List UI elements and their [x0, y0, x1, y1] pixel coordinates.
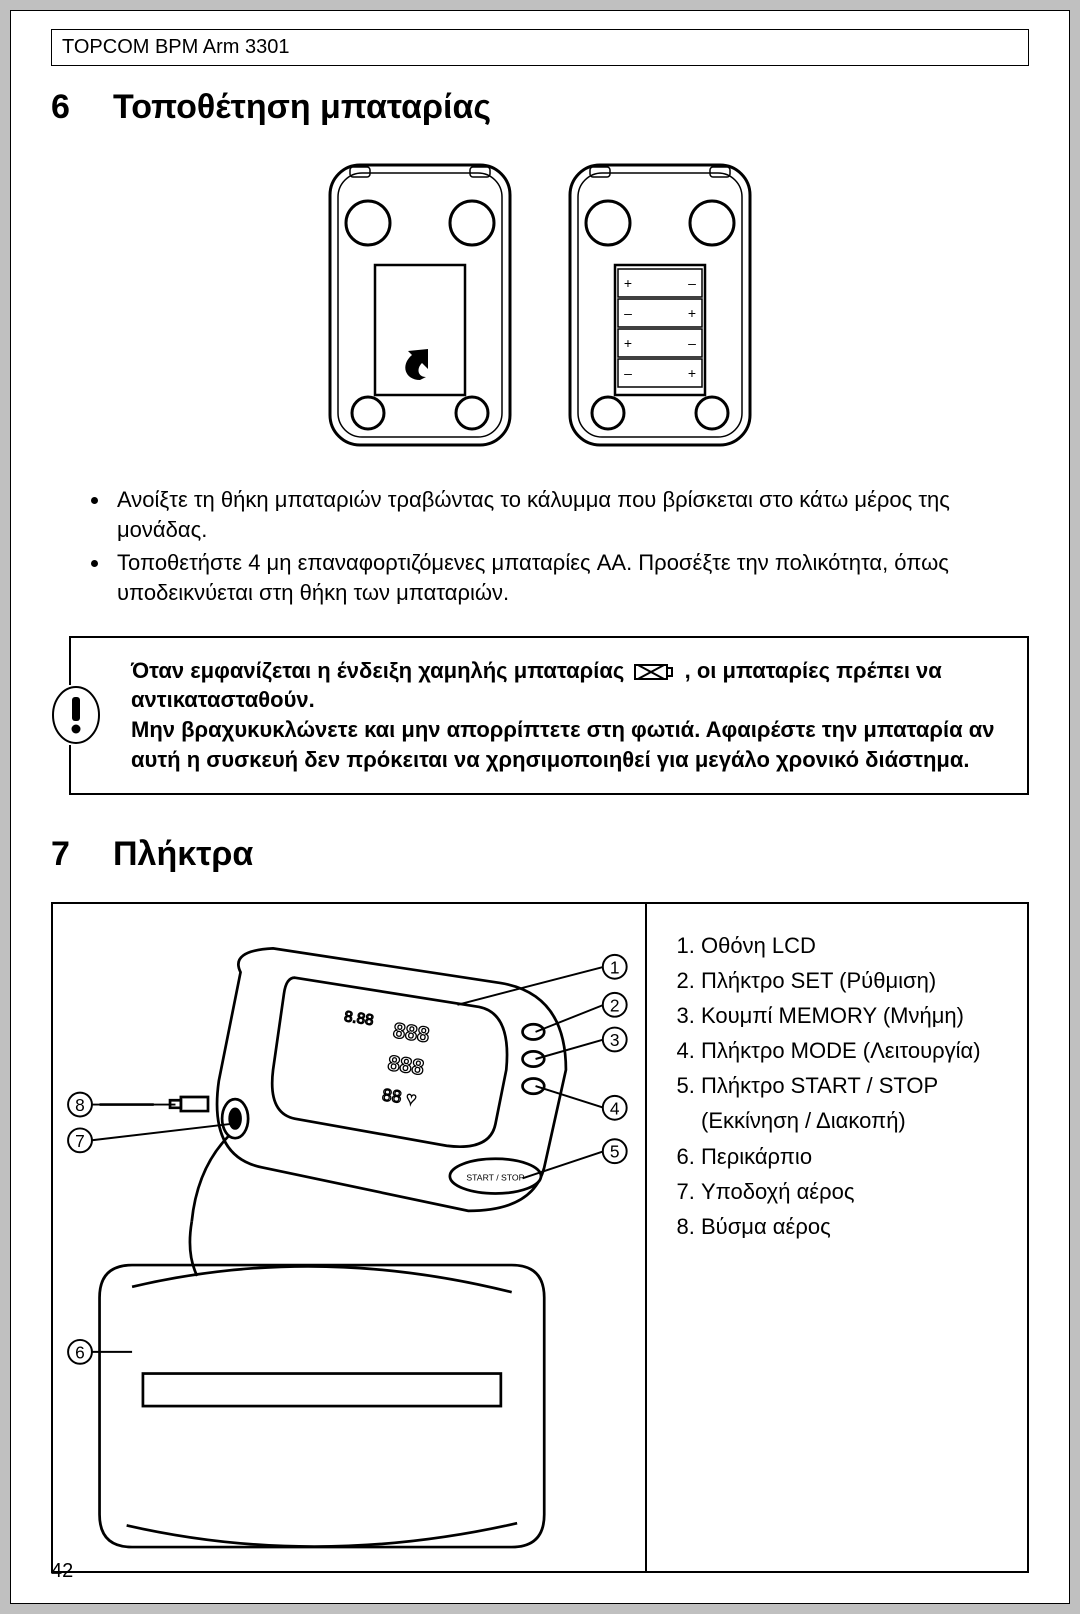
- section-7-number: 7: [51, 835, 113, 874]
- device-closed-diagram: [320, 155, 520, 455]
- key-item-8: Βύσμα αέρος: [701, 1209, 1009, 1244]
- device-open-diagram: + – – + + – – +: [560, 155, 760, 455]
- manual-page: TOPCOM BPM Arm 3301 6Τοποθέτηση μπαταρία…: [10, 10, 1070, 1604]
- keys-box: 8.88 888 888 88 ♥ START / STOP: [51, 902, 1029, 1574]
- svg-text:1: 1: [610, 957, 620, 977]
- key-item-6: Περικάρπιο: [701, 1139, 1009, 1174]
- warning-line2: Μην βραχυκυκλώνετε και μην απορρίπτετε σ…: [131, 717, 995, 772]
- svg-text:–: –: [688, 275, 696, 291]
- low-battery-icon: [634, 662, 674, 682]
- svg-text:+: +: [624, 335, 632, 351]
- warning-box: Όταν εμφανίζεται η ένδειξη χαμηλής μπατα…: [69, 636, 1029, 795]
- page-number: 42: [51, 1560, 73, 1583]
- keys-diagram-panel: 8.88 888 888 88 ♥ START / STOP: [53, 904, 647, 1572]
- header-bar: TOPCOM BPM Arm 3301: [51, 29, 1029, 66]
- battery-diagrams: + – – + + – – +: [51, 155, 1029, 455]
- svg-text:–: –: [688, 335, 696, 351]
- svg-text:888: 888: [386, 1050, 425, 1080]
- section-7-title: Πλήκτρα: [113, 835, 253, 873]
- svg-text:–: –: [624, 365, 632, 381]
- svg-text:4: 4: [610, 1098, 620, 1118]
- key-item-5: Πλήκτρο START / STOP (Εκκίνηση / Διακοπή…: [701, 1068, 1009, 1138]
- warning-icon: [51, 685, 101, 745]
- key-item-3: Κουμπί MEMORY (Μνήμη): [701, 998, 1009, 1033]
- key-item-2: Πλήκτρο SET (Ρύθμιση): [701, 963, 1009, 998]
- key-item-7: Υποδοχή αέρος: [701, 1174, 1009, 1209]
- bullet-2: Τοποθετήστε 4 μη επαναφορτιζόμενες μπατα…: [111, 548, 1029, 607]
- svg-text:+: +: [624, 275, 632, 291]
- svg-text:START / STOP: START / STOP: [466, 1172, 524, 1182]
- warning-row: Όταν εμφανίζεται η ένδειξη χαμηλής μπατα…: [51, 636, 1029, 795]
- svg-text:8: 8: [75, 1095, 85, 1115]
- svg-text:2: 2: [610, 995, 620, 1015]
- svg-text:7: 7: [75, 1130, 85, 1150]
- svg-text:6: 6: [75, 1342, 85, 1362]
- bullet-1: Ανοίξτε τη θήκη μπαταριών τραβώντας το κ…: [111, 485, 1029, 544]
- svg-text:3: 3: [610, 1029, 620, 1049]
- key-item-1: Οθόνη LCD: [701, 928, 1009, 963]
- svg-text:5: 5: [610, 1141, 620, 1161]
- section-7-heading: 7Πλήκτρα: [51, 835, 1029, 874]
- svg-text:888: 888: [392, 1017, 431, 1047]
- key-item-4: Πλήκτρο MODE (Λειτουργία): [701, 1033, 1009, 1068]
- instruction-bullets: Ανοίξτε τη θήκη μπαταριών τραβώντας το κ…: [51, 485, 1029, 608]
- section-6-title: Τοποθέτηση μπαταρίας: [113, 88, 491, 126]
- keys-legend-list: Οθόνη LCD Πλήκτρο SET (Ρύθμιση) Κουμπί M…: [665, 928, 1009, 1245]
- svg-text:+: +: [688, 365, 696, 381]
- section-6-heading: 6Τοποθέτηση μπαταρίας: [51, 88, 1029, 127]
- warning-line1a: Όταν εμφανίζεται η ένδειξη χαμηλής μπατα…: [131, 658, 630, 683]
- svg-text:–: –: [624, 305, 632, 321]
- svg-text:+: +: [688, 305, 696, 321]
- section-6-number: 6: [51, 88, 113, 127]
- keys-legend-panel: Οθόνη LCD Πλήκτρο SET (Ρύθμιση) Κουμπί M…: [647, 904, 1027, 1572]
- device-keys-diagram: 8.88 888 888 88 ♥ START / STOP: [67, 918, 631, 1558]
